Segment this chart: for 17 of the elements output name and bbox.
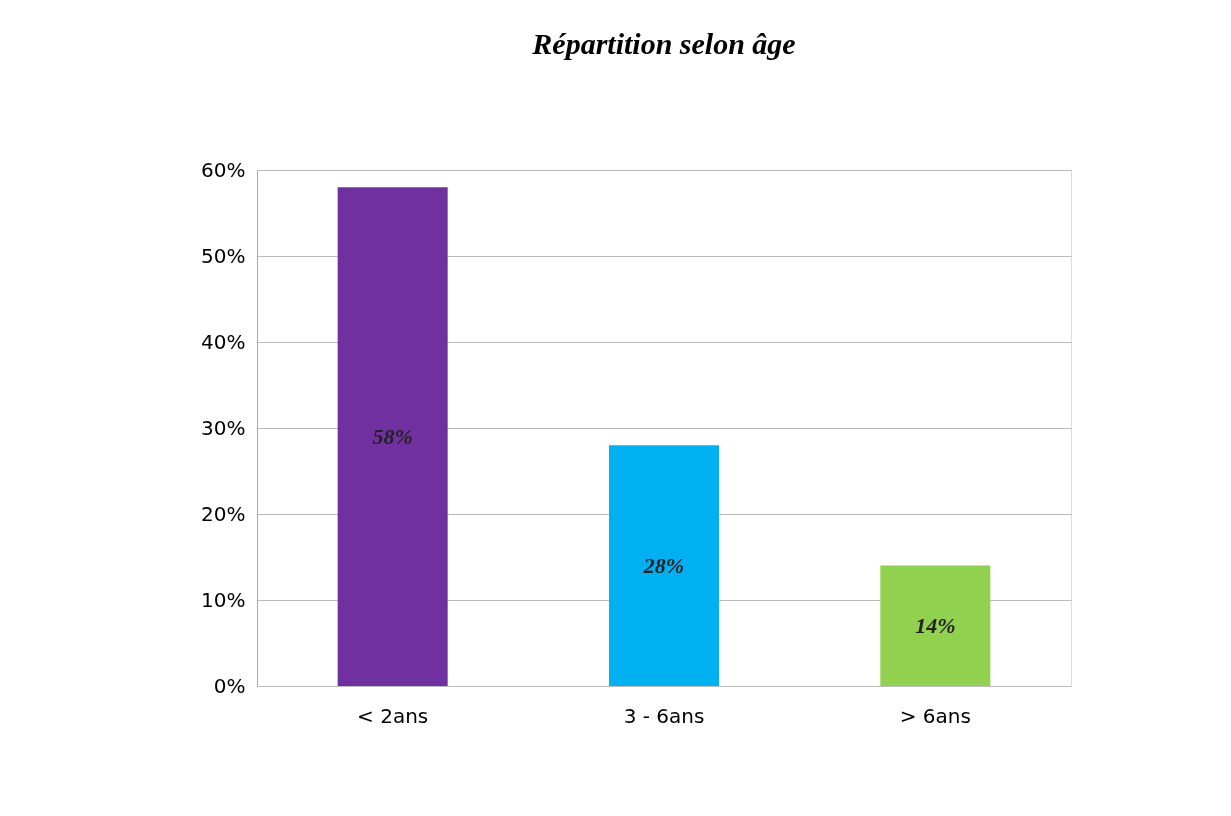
bar <box>880 565 991 686</box>
y-tick-label: 10% <box>201 587 246 612</box>
x-tick-label: 3 - 6ans <box>623 703 705 728</box>
y-tick-label: 60% <box>201 157 246 182</box>
y-tick-label: 0% <box>213 673 246 698</box>
bar <box>609 445 719 686</box>
y-tick-label: 30% <box>201 415 246 440</box>
chart-title: Répartition selon âge <box>531 27 796 60</box>
y-tick-label: 40% <box>201 329 246 354</box>
data-label: 58% <box>372 423 413 449</box>
data-label: 28% <box>642 552 685 578</box>
x-tick-label: < 2ans <box>357 703 429 728</box>
x-tick-label: > 6ans <box>899 703 971 728</box>
data-label: 14% <box>915 612 956 638</box>
y-tick-label: 50% <box>201 243 246 268</box>
y-tick-label: 20% <box>201 501 246 526</box>
bar <box>337 187 448 686</box>
